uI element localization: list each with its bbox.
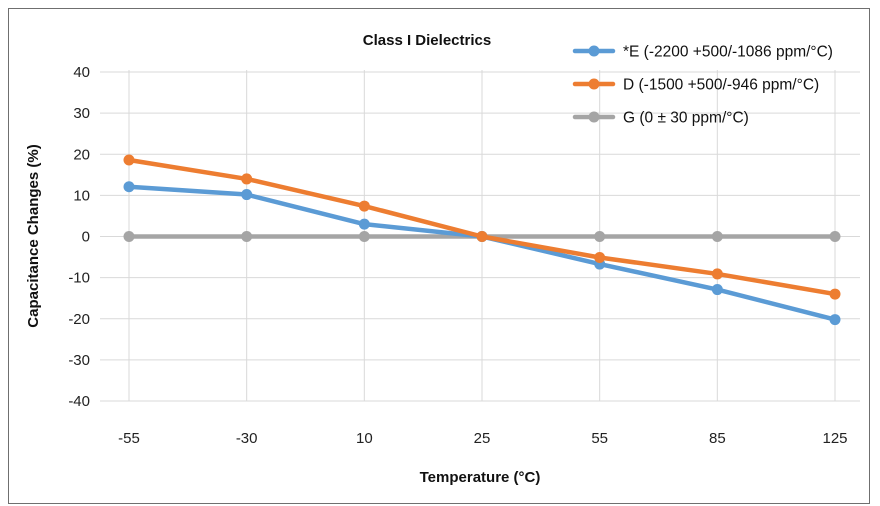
- data-point: [241, 173, 253, 185]
- y-tick-label: -10: [68, 270, 90, 287]
- data-point: [358, 200, 370, 212]
- data-point: [358, 231, 370, 242]
- legend-item: *E (-2200 +500/-1086 ppm/°C): [572, 44, 833, 61]
- data-point: [241, 231, 253, 242]
- x-tick-label: 85: [709, 430, 726, 447]
- y-tick-labels: 40 30 20 10 0 -10 -20 -30 -40: [68, 64, 90, 410]
- data-point: [358, 218, 370, 230]
- y-tick-label: -40: [68, 393, 90, 410]
- y-tick-label: 0: [82, 229, 90, 246]
- legend-item: G (0 ± 30 ppm/°C): [572, 110, 749, 127]
- x-tick-labels: -55 -30 10 25 55 85 125: [118, 430, 847, 447]
- data-point: [711, 284, 723, 296]
- x-tick-label: 10: [356, 430, 373, 447]
- data-point: [123, 154, 135, 166]
- series-layer: [123, 154, 841, 326]
- y-tick-label: 10: [73, 187, 90, 204]
- legend-swatch-marker: [588, 45, 600, 57]
- y-tick-label: 30: [73, 105, 90, 122]
- y-tick-label: 40: [73, 64, 90, 81]
- x-tick-label: -30: [236, 430, 258, 447]
- data-point: [594, 251, 606, 263]
- data-point: [241, 189, 253, 201]
- y-axis-title: Capacitance Changes (%): [25, 144, 42, 327]
- x-tick-label: 25: [474, 430, 491, 447]
- legend: *E (-2200 +500/-1086 ppm/°C) D (-1500 +50…: [572, 44, 833, 127]
- y-tick-label: -30: [68, 352, 90, 369]
- data-point: [829, 288, 841, 300]
- legend-item: D (-1500 +500/-946 ppm/°C): [572, 77, 819, 94]
- series-1: [123, 154, 841, 300]
- x-tick-label: 55: [591, 430, 608, 447]
- data-point: [711, 231, 723, 242]
- y-tick-label: -20: [68, 311, 90, 328]
- data-point: [476, 231, 488, 242]
- data-point: [123, 181, 135, 193]
- x-axis-title: Temperature (°C): [420, 469, 541, 486]
- data-point: [829, 231, 841, 242]
- legend-label: G (0 ± 30 ppm/°C): [623, 110, 749, 127]
- x-tick-label: 125: [822, 430, 847, 447]
- legend-label: *E (-2200 +500/-1086 ppm/°C): [623, 44, 833, 61]
- data-point: [711, 268, 723, 280]
- y-tick-label: 20: [73, 146, 90, 163]
- legend-swatch-marker: [588, 111, 600, 123]
- data-point: [829, 314, 841, 326]
- legend-label: D (-1500 +500/-946 ppm/°C): [623, 77, 819, 94]
- chart-title: Class I Dielectrics: [363, 32, 491, 49]
- chart-frame: [8, 8, 870, 504]
- data-point: [123, 231, 135, 242]
- legend-swatch-marker: [588, 78, 600, 90]
- x-tick-label: -55: [118, 430, 140, 447]
- grid-lines: [100, 70, 860, 402]
- data-point: [594, 231, 606, 242]
